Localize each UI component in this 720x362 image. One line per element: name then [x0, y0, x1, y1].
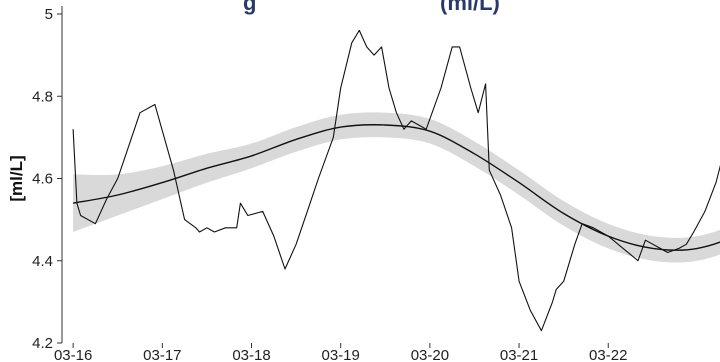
chart-title-partial-suffix: (ml/L) [440, 0, 500, 15]
x-tick-label: 03-21 [500, 347, 538, 362]
y-tick-label: 4.6 [32, 171, 53, 188]
smoothed-trend-line [72, 124, 720, 251]
axes: 4.24.44.64.85 03-16 03-17 03-18 03-19 03-20 0… [32, 6, 627, 362]
y-tick-label: 4.8 [32, 88, 53, 105]
chart-title: g (ml/L) [243, 0, 500, 15]
x-tick-label: 03-18 [232, 347, 270, 362]
x-axis-ticks: 03-16 03-17 03-18 03-19 03-20 03-21 03-22 [54, 343, 627, 362]
observed-line-layer [72, 29, 720, 332]
y-axis-title: [ml/L] [7, 155, 26, 201]
y-tick-label: 5 [45, 6, 53, 23]
smoothed-line-layer [72, 124, 720, 251]
chart-title-partial-glyph: g [243, 0, 256, 15]
confidence-band-layer [73, 112, 720, 263]
x-tick-label: 03-16 [54, 347, 92, 362]
x-tick-label: 03-22 [589, 347, 627, 362]
confidence-band [73, 112, 720, 263]
x-tick-label: 03-17 [143, 347, 181, 362]
x-tick-label: 03-20 [411, 347, 449, 362]
y-tick-label: 4.2 [32, 335, 53, 352]
y-axis-ticks: 4.2 4.4 4.6 4.8 5 [32, 6, 62, 352]
y-tick-label: 4.4 [32, 253, 53, 270]
x-tick-label: 03-19 [322, 347, 360, 362]
observed-series-line [72, 29, 720, 332]
